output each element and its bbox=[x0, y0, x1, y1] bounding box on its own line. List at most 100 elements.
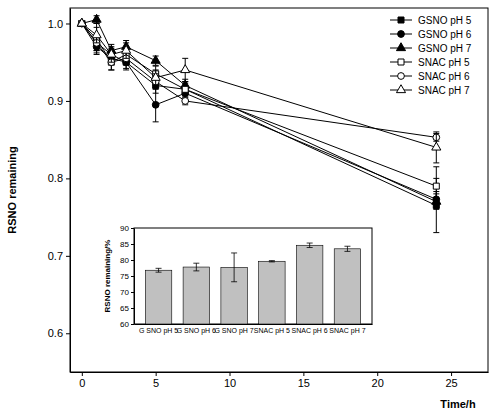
data-point bbox=[122, 45, 131, 53]
tick: G SNO pH 7 bbox=[214, 324, 253, 335]
tick-label: 1.0 bbox=[48, 18, 63, 30]
y-axis: 60 65 70 75 80 85 90 bbox=[120, 224, 134, 329]
data-point bbox=[433, 183, 439, 189]
tick: 15 bbox=[298, 372, 310, 389]
axis-line bbox=[134, 229, 135, 325]
x-axis: G SNO pH 5G SNO pH 6G SNO pH 7SNAC pH 5S… bbox=[135, 324, 373, 335]
series-line bbox=[82, 20, 436, 202]
legend-marker bbox=[398, 17, 404, 23]
series bbox=[77, 14, 441, 209]
legend-item: SNAC pH 7 bbox=[390, 85, 470, 96]
tick: 5 bbox=[153, 372, 159, 389]
chart-svg: 05101520250.60.70.80.91.0Time/hRSNO rema… bbox=[0, 0, 500, 413]
legend-label: GSNO pH 5 bbox=[418, 15, 472, 26]
series bbox=[77, 18, 441, 163]
data-point bbox=[92, 30, 101, 38]
data-point bbox=[432, 142, 441, 150]
tick-label: 0 bbox=[79, 377, 85, 389]
tick-mark bbox=[156, 372, 157, 376]
tick: 25 bbox=[445, 372, 457, 389]
tick-mark bbox=[66, 178, 70, 179]
tick-label: 65 bbox=[120, 304, 129, 313]
data-point bbox=[182, 98, 189, 105]
tick-label: 0.6 bbox=[48, 327, 63, 339]
error-bar bbox=[153, 88, 159, 122]
tick-mark bbox=[131, 276, 134, 277]
tick: 0.8 bbox=[48, 172, 70, 184]
tick-mark bbox=[82, 372, 83, 376]
legend-item: GSNO pH 5 bbox=[390, 15, 472, 26]
data-point bbox=[182, 86, 188, 92]
tick: 80 bbox=[120, 256, 134, 265]
error-bar bbox=[344, 246, 350, 251]
legend-marker bbox=[396, 85, 405, 93]
tick: 75 bbox=[120, 272, 134, 281]
tick-label: SNAC pH 7 bbox=[329, 327, 365, 335]
tick-label: 0.9 bbox=[48, 95, 63, 107]
tick-mark bbox=[131, 292, 134, 293]
tick: G SNO pH 6 bbox=[177, 324, 216, 335]
tick: 0.6 bbox=[48, 327, 70, 339]
x-axis: 0510152025 bbox=[71, 372, 489, 389]
data-point bbox=[107, 49, 116, 57]
tick: SNAC pH 5 bbox=[254, 324, 290, 335]
tick-label: 60 bbox=[120, 320, 129, 329]
inset-background bbox=[98, 222, 378, 342]
tick-mark bbox=[230, 372, 231, 376]
error-bar bbox=[156, 268, 162, 272]
series bbox=[78, 20, 439, 141]
legend-label: SNAC pH 5 bbox=[418, 57, 470, 68]
tick-label: 25 bbox=[445, 377, 457, 389]
tick-mark bbox=[377, 372, 378, 376]
tick-label: 5 bbox=[153, 377, 159, 389]
legend-label: SNAC pH 6 bbox=[418, 71, 470, 82]
tick-mark bbox=[66, 333, 70, 334]
data-point bbox=[181, 65, 190, 73]
series-line bbox=[82, 23, 436, 147]
tick-label: 75 bbox=[120, 272, 129, 281]
tick: 65 bbox=[120, 304, 134, 313]
tick-mark bbox=[66, 101, 70, 102]
y-axis-title: RSNO remaining bbox=[6, 146, 18, 233]
line-chart: 05101520250.60.70.80.91.0Time/hRSNO rema… bbox=[6, 8, 489, 410]
data-point bbox=[92, 14, 101, 22]
tick-label: SNAC pH 6 bbox=[292, 327, 328, 335]
data-point bbox=[77, 18, 86, 26]
bar bbox=[334, 249, 360, 324]
plot-frame bbox=[70, 8, 488, 372]
tick-label: 0.7 bbox=[48, 250, 63, 262]
legend-item: SNAC pH 6 bbox=[390, 71, 470, 82]
error-bar bbox=[269, 261, 275, 262]
series-line bbox=[82, 23, 436, 137]
error-bar bbox=[94, 23, 100, 54]
tick-label: 85 bbox=[120, 240, 129, 249]
tick-mark bbox=[131, 308, 134, 309]
tick: 1.0 bbox=[48, 18, 70, 30]
tick: 60 bbox=[120, 320, 134, 329]
legend-item: GSNO pH 7 bbox=[390, 43, 472, 54]
bar bbox=[296, 245, 322, 324]
tick-label: G SNO pH 7 bbox=[214, 327, 253, 335]
y-axis-title: RSNO remaining/% bbox=[103, 240, 112, 313]
tick-label: 70 bbox=[120, 288, 129, 297]
tick-label: 0.8 bbox=[48, 172, 63, 184]
tick-label: 15 bbox=[298, 377, 310, 389]
x-axis-title: Time/h bbox=[440, 398, 476, 410]
data-point bbox=[182, 86, 188, 92]
tick-mark bbox=[131, 244, 134, 245]
tick-mark bbox=[66, 256, 70, 257]
tick: 85 bbox=[120, 240, 134, 249]
tick: G SNO pH 5 bbox=[139, 324, 178, 335]
tick-label: SNAC pH 5 bbox=[254, 327, 290, 335]
tick: 90 bbox=[120, 224, 134, 233]
tick-mark bbox=[131, 228, 134, 229]
tick-label: 90 bbox=[120, 224, 129, 233]
tick-label: G SNO pH 6 bbox=[177, 327, 216, 335]
bar bbox=[183, 267, 209, 324]
y-axis: 0.6 0.7 0.8 0.9 1.0 bbox=[48, 9, 71, 373]
legend-label: GSNO pH 7 bbox=[418, 43, 472, 54]
tick: SNAC pH 6 bbox=[292, 324, 328, 335]
error-bar bbox=[231, 253, 237, 282]
legend-label: GSNO pH 6 bbox=[418, 29, 472, 40]
legend-marker bbox=[398, 31, 405, 38]
